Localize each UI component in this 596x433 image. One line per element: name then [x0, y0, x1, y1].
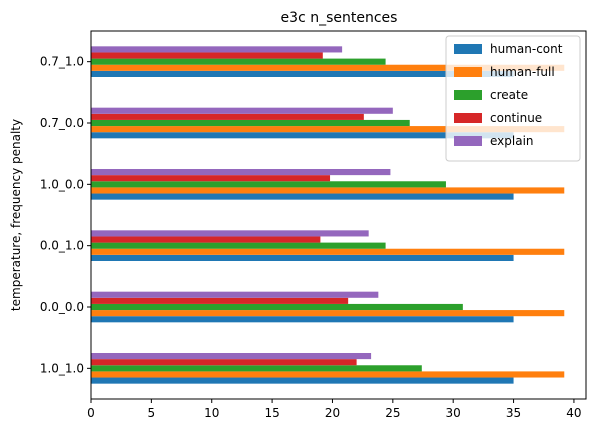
x-tick-label: 15 [264, 406, 279, 420]
legend-label: create [490, 88, 528, 102]
bar-human-full-0.7_1.0 [91, 64, 565, 71]
bars [91, 46, 565, 384]
x-tick-label: 35 [506, 406, 521, 420]
bar-explain-0.7_1.0 [91, 46, 343, 53]
bar-human-cont-1.0_0.0 [91, 193, 514, 200]
y-tick-label: 1.0_1.0 [40, 361, 84, 375]
bar-human-cont-0.7_0.0 [91, 132, 514, 139]
chart-title: e3c n_sentences [281, 10, 398, 26]
y-tick-label: 0.7_0.0 [40, 116, 84, 130]
bar-human-full-1.0_1.0 [91, 371, 565, 378]
legend-swatch-explain [454, 136, 482, 146]
bar-create-1.0_1.0 [91, 365, 422, 372]
plot-frame [90, 30, 587, 400]
bar-explain-1.0_1.0 [91, 353, 372, 360]
x-axis-ticks: 0 5 10 15 20 25 30 35 40 [87, 399, 582, 420]
y-axis-ticks: 1.0_1.0 0.0_0.0 0.0_1.0 1.0_0.0 0.7_0.0 0.7_1… [40, 55, 91, 375]
x-tick-label: 30 [446, 406, 461, 420]
bar-create-0.0_1.0 [91, 242, 386, 249]
y-tick-label: 0.0_0.0 [40, 300, 84, 314]
bar-explain-0.7_0.0 [91, 107, 393, 114]
legend-label: human-cont [490, 42, 563, 56]
y-tick-label: 1.0_0.0 [40, 177, 84, 191]
x-tick-label: 5 [148, 406, 156, 420]
bar-human-full-0.7_0.0 [91, 126, 565, 133]
x-tick-label: 10 [204, 406, 219, 420]
bar-create-0.0_0.0 [91, 303, 463, 311]
bar-human-cont-0.0_1.0 [91, 254, 514, 261]
bar-explain-0.0_0.0 [91, 291, 379, 298]
legend-swatch-human-cont [454, 44, 482, 54]
x-tick-label: 40 [566, 406, 581, 420]
bar-human-full-0.0_0.0 [91, 310, 565, 317]
y-axis-label: temperature, frequency penalty [9, 119, 23, 311]
bar-continue-0.0_0.0 [91, 297, 349, 304]
y-tick-label: 0.7_1.0 [40, 55, 84, 69]
bar-continue-0.0_1.0 [91, 236, 321, 243]
bar-explain-0.0_1.0 [91, 230, 369, 237]
bar-human-full-0.0_1.0 [91, 248, 565, 255]
bar-continue-1.0_0.0 [91, 175, 331, 182]
bar-create-1.0_0.0 [91, 181, 446, 188]
x-tick-label: 0 [87, 406, 95, 420]
bar-create-0.7_0.0 [91, 119, 410, 127]
bar-explain-1.0_0.0 [91, 169, 391, 176]
legend-label: explain [490, 134, 534, 148]
x-tick-label: 20 [325, 406, 340, 420]
legend: human-cont human-full create continue explai… [445, 35, 581, 162]
bar-human-cont-0.7_1.0 [91, 70, 514, 77]
bar-continue-1.0_1.0 [91, 359, 357, 366]
legend-swatch-human-full [454, 67, 482, 77]
legend-swatch-create [454, 90, 482, 100]
legend-label: continue [490, 111, 542, 125]
y-tick-label: 0.0_1.0 [40, 239, 84, 253]
bar-human-cont-0.0_0.0 [91, 316, 514, 323]
bar-create-0.7_1.0 [91, 58, 386, 65]
bar-human-cont-1.0_1.0 [91, 377, 514, 384]
bar-human-full-1.0_0.0 [91, 187, 565, 194]
bar-continue-0.7_0.0 [91, 113, 364, 120]
legend-label: human-full [490, 65, 555, 79]
x-tick-label: 25 [385, 406, 400, 420]
bar-continue-0.7_1.0 [91, 52, 323, 59]
legend-swatch-continue [454, 113, 482, 123]
